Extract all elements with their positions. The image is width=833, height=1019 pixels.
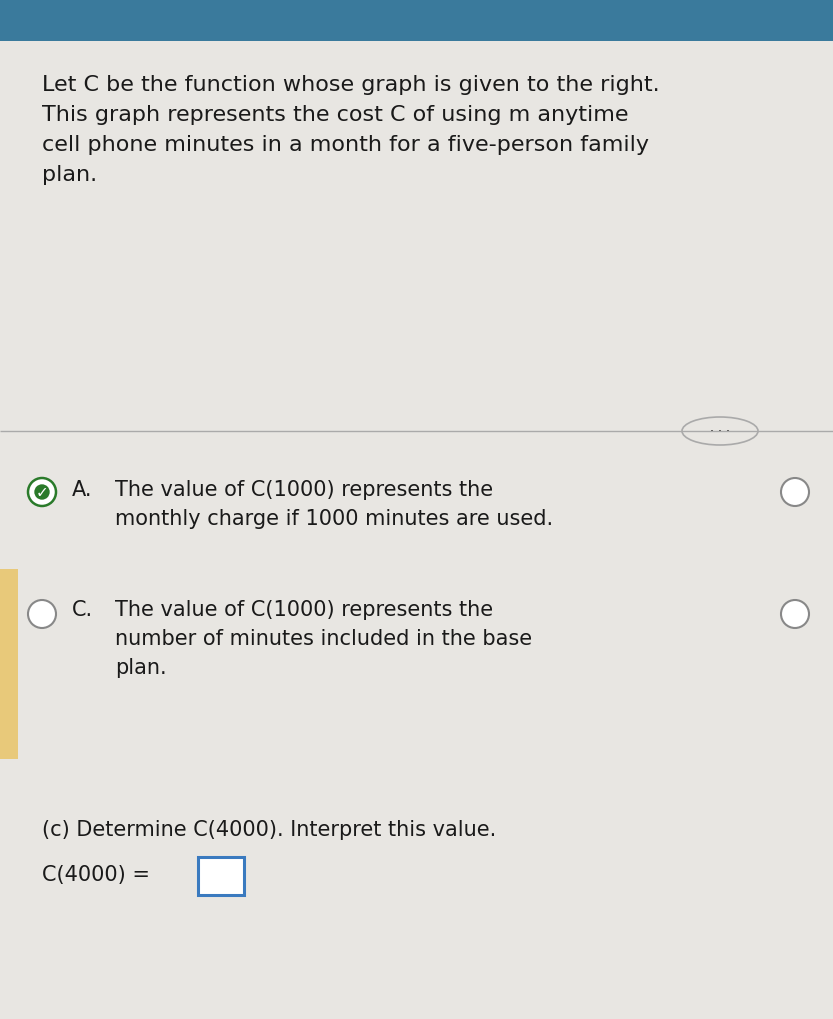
Ellipse shape xyxy=(682,418,758,445)
Circle shape xyxy=(28,479,56,506)
Text: C(4000) =: C(4000) = xyxy=(42,864,150,884)
FancyBboxPatch shape xyxy=(0,570,18,759)
Text: The value of C(1000) represents the
number of minutes included in the base
plan.: The value of C(1000) represents the numb… xyxy=(115,599,532,677)
Circle shape xyxy=(28,600,56,629)
FancyBboxPatch shape xyxy=(0,0,833,42)
Text: (c) Determine C(4000). Interpret this value.: (c) Determine C(4000). Interpret this va… xyxy=(42,819,496,840)
Text: This graph represents the cost C of using m anytime: This graph represents the cost C of usin… xyxy=(42,105,629,125)
Text: · · ·: · · · xyxy=(710,425,730,438)
Text: A.: A. xyxy=(72,480,92,499)
Text: Let C be the function whose graph is given to the right.: Let C be the function whose graph is giv… xyxy=(42,75,660,95)
Text: C.: C. xyxy=(72,599,93,620)
Text: plan.: plan. xyxy=(42,165,97,184)
Circle shape xyxy=(781,600,809,629)
Text: ✓: ✓ xyxy=(36,485,48,500)
Text: The value of C(1000) represents the
monthly charge if 1000 minutes are used.: The value of C(1000) represents the mont… xyxy=(115,480,553,528)
FancyBboxPatch shape xyxy=(198,857,244,895)
Text: cell phone minutes in a month for a five-person family: cell phone minutes in a month for a five… xyxy=(42,135,649,155)
Circle shape xyxy=(34,485,50,500)
Circle shape xyxy=(781,479,809,506)
